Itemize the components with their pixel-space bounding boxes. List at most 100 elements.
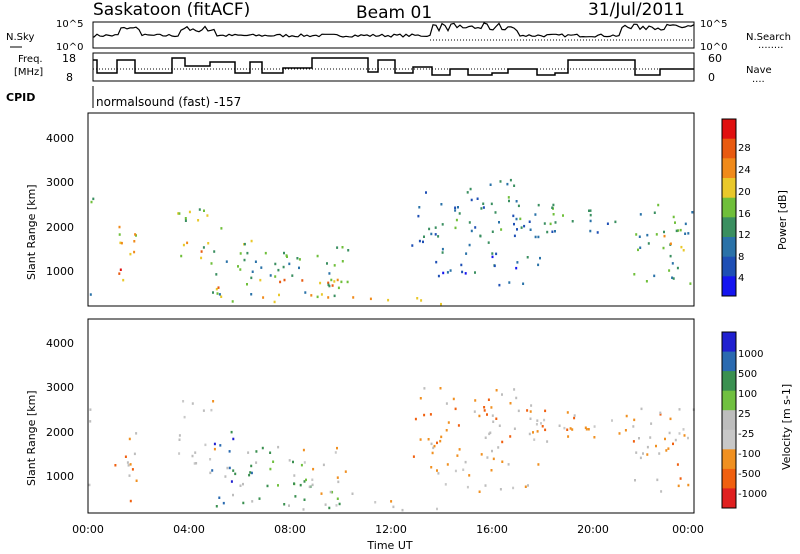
scatter-cell (279, 280, 282, 284)
scatter-cell (489, 431, 492, 434)
scatter-cell (537, 203, 540, 207)
scatter-cell (298, 258, 301, 261)
scatter-cell (501, 393, 503, 396)
scatter-cell (283, 251, 285, 255)
scatter-cell (558, 424, 561, 427)
scatter-cell (283, 278, 286, 282)
scatter-cell (529, 228, 532, 231)
scatter-cell (543, 222, 546, 225)
scatter-cell (513, 222, 515, 226)
scatter-cell (611, 419, 613, 422)
scatter-cell (246, 251, 249, 255)
scatter-cell (454, 469, 457, 473)
scatter-cell (277, 268, 280, 272)
scatter-cell (210, 408, 213, 412)
scatter-cell (294, 495, 297, 498)
colorbar-segment (722, 468, 736, 489)
nave-tick-top: 60 (708, 52, 722, 65)
scatter-cell (665, 449, 668, 452)
power-cbar-tick-4: 4 (738, 273, 744, 284)
scatter-cell (118, 225, 121, 229)
noise-sky-line (93, 22, 695, 38)
scatter-cell (495, 417, 498, 420)
scatter-cell (333, 280, 336, 283)
scatter-cell (515, 266, 518, 270)
scatter-cell (682, 249, 685, 252)
scatter-cell (198, 208, 201, 211)
vel-ytick-3000: 3000 (46, 381, 74, 394)
scatter-cell (501, 460, 504, 463)
scatter-cell (197, 219, 200, 222)
scatter-cell (251, 500, 254, 503)
scatter-cell (182, 243, 185, 247)
scatter-cell (330, 278, 333, 282)
scatter-cell (483, 406, 486, 409)
scatter-cell (454, 206, 457, 209)
scatter-cell (220, 295, 223, 298)
scatter-cell (303, 498, 306, 501)
scatter-cell (639, 246, 642, 249)
scatter-cell (466, 191, 469, 194)
scatter-cell (419, 397, 422, 400)
time-axis: 00:00 04:00 08:00 12:00 16:00 20:00 00:0… (72, 523, 704, 552)
scatter-cell (625, 414, 628, 418)
freq-label-line1: Freq. (18, 54, 43, 65)
scatter-cell (210, 262, 213, 265)
scatter-cell (215, 273, 218, 276)
vel-ylabel: Slant Range [km] (25, 390, 38, 486)
scatter-cell (288, 262, 291, 266)
scatter-cell (120, 241, 123, 245)
scatter-cell (658, 452, 661, 455)
colorbar-segment (722, 237, 736, 258)
scatter-cell (585, 428, 588, 431)
scatter-cell (195, 462, 198, 465)
scatter-cell (230, 480, 233, 483)
scatter-cell (655, 444, 657, 448)
scatter-cell (440, 435, 443, 439)
scatter-cell (320, 492, 323, 495)
scatter-cell (129, 463, 132, 466)
scatter-cell (311, 483, 314, 487)
scatter-cell (430, 232, 433, 236)
scatter-cell (645, 280, 648, 283)
scatter-cell (632, 440, 635, 443)
scatter-cell (589, 219, 592, 223)
scatter-cell (489, 183, 492, 186)
scatter-cell (527, 484, 529, 487)
scatter-cell (509, 435, 512, 438)
scatter-cell (225, 260, 228, 263)
scatter-cell (664, 437, 666, 441)
scatter-cell (494, 211, 497, 214)
scatter-cell (675, 229, 678, 233)
scatter-cell (239, 252, 242, 255)
scatter-cell (638, 235, 641, 238)
scatter-cell (458, 448, 461, 451)
scatter-cell (255, 461, 258, 464)
scatter-cell (441, 223, 444, 226)
scatter-cell (249, 471, 252, 474)
vel-cbar-tick-1000: 1000 (738, 349, 763, 360)
vel-ytick-1000: 1000 (46, 470, 74, 483)
scatter-cell (674, 221, 676, 224)
scatter-cell (250, 239, 253, 243)
xtick-0: 00:00 (72, 523, 104, 536)
scatter-cell (231, 300, 234, 303)
colorbar-segment (722, 276, 736, 297)
scatter-cell (258, 497, 261, 500)
scatter-cell (589, 229, 592, 233)
scatter-cell (302, 448, 305, 452)
scatter-cell (228, 450, 231, 453)
scatter-cell (587, 428, 590, 431)
scatter-cell (562, 214, 564, 217)
scatter-cell (445, 429, 448, 432)
colorbar-segment (722, 429, 736, 450)
scatter-cell (515, 200, 518, 203)
scatter-cell (515, 217, 518, 221)
scatter-cell (534, 235, 537, 239)
scatter-cell (89, 408, 92, 411)
scatter-cell (124, 455, 127, 458)
scatter-cell (552, 203, 555, 207)
scatter-cell (674, 438, 677, 442)
scatter-cell (669, 417, 672, 421)
scatter-cell (668, 431, 671, 435)
